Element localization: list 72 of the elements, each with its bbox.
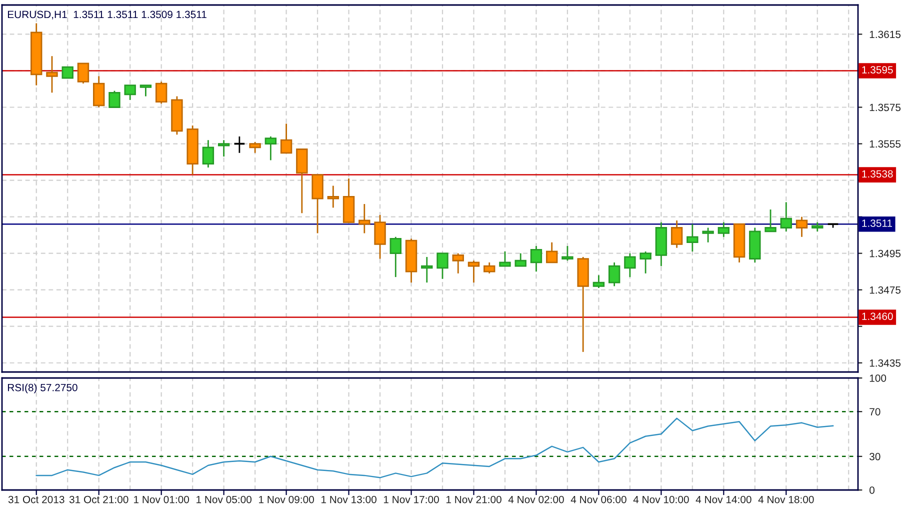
x-tick-label: 31 Oct 21:00 (69, 496, 128, 504)
candlestick (499, 250, 511, 267)
ref-line-label: 1.3511 (862, 220, 892, 227)
candlestick (452, 252, 464, 274)
candlestick (718, 222, 730, 238)
y-tick-label: 1.3495 (870, 250, 901, 258)
candlestick (108, 90, 120, 108)
x-tick-label: 4 Nov 10:00 (633, 496, 689, 504)
candlestick (640, 250, 652, 274)
ref-line-label: 1.3595 (862, 66, 893, 74)
x-tick-label: 4 Nov 02:00 (508, 496, 564, 504)
candlestick (264, 136, 277, 161)
candlestick (390, 236, 402, 278)
candlestick (155, 80, 168, 104)
candlestick (484, 262, 496, 274)
y-tick-label: 1.3555 (870, 140, 901, 148)
candlestick (62, 66, 74, 79)
candlestick (327, 185, 340, 208)
ref-line-label: 1.3538 (862, 170, 893, 178)
candlestick (546, 242, 558, 264)
candlestick (140, 84, 152, 97)
x-tick-label: 1 Nov 09:00 (259, 496, 314, 504)
y-tick-label: 1.3475 (870, 286, 901, 294)
x-tick-label: 1 Nov 05:00 (196, 496, 252, 504)
candlestick (202, 139, 214, 168)
x-tick-label: 1 Nov 01:00 (134, 496, 190, 504)
text: RSI(8) 57.2750 (8, 384, 78, 394)
candlestick (46, 55, 58, 94)
x-tick-label: 31 Oct 2013 (8, 496, 64, 504)
x-tick-label: 1 Nov 13:00 (321, 496, 376, 504)
candlestick (280, 122, 292, 154)
y-tick-label: 1.3435 (870, 359, 901, 367)
candlestick (624, 252, 636, 278)
y-tick-label: 1.3575 (870, 104, 901, 112)
candlestick (608, 262, 620, 287)
candlestick (686, 223, 698, 252)
x-tick-label: 1 Nov 21:00 (446, 496, 502, 504)
candlestick (233, 136, 246, 154)
candlestick (358, 203, 370, 234)
y-tick-label: 30 (870, 452, 880, 460)
candlestick (796, 216, 808, 238)
candlestick (702, 227, 714, 244)
candlestick (421, 256, 433, 284)
candlestick (436, 252, 448, 280)
x-tick-label: 4 Nov 06:00 (570, 496, 626, 504)
candlestick (77, 62, 90, 84)
ref-line-label: 1.3460 (862, 312, 893, 320)
y-tick-label: 70 (870, 408, 880, 416)
x-tick-label: 4 Nov 14:00 (696, 496, 752, 504)
candlestick (592, 274, 605, 289)
candlestick (312, 174, 324, 234)
candlestick (780, 202, 792, 232)
candlestick (514, 252, 526, 267)
y-tick-label: 1.3615 (870, 30, 901, 38)
line-series (36, 418, 834, 478)
candlestick (530, 245, 542, 272)
x-tick-label: 4 Nov 18:00 (758, 496, 814, 504)
candlestick (670, 220, 683, 249)
candlestick (296, 148, 308, 214)
y-tick-label: 100 (870, 374, 886, 382)
candlestick (218, 139, 230, 158)
y-tick-label: 0 (870, 486, 874, 494)
candlestick (249, 141, 261, 154)
candlestick (562, 245, 574, 262)
candlestick (468, 260, 480, 284)
candlestick (764, 208, 776, 232)
candlestick (812, 222, 824, 232)
chart-title: EURUSD,H1 1.3511 1.3511 1.3509 1.3511 (8, 10, 206, 20)
candlestick (92, 76, 105, 108)
x-tick-label: 1 Nov 17:00 (384, 496, 439, 504)
candlestick (374, 214, 386, 260)
candlestick (124, 84, 136, 101)
